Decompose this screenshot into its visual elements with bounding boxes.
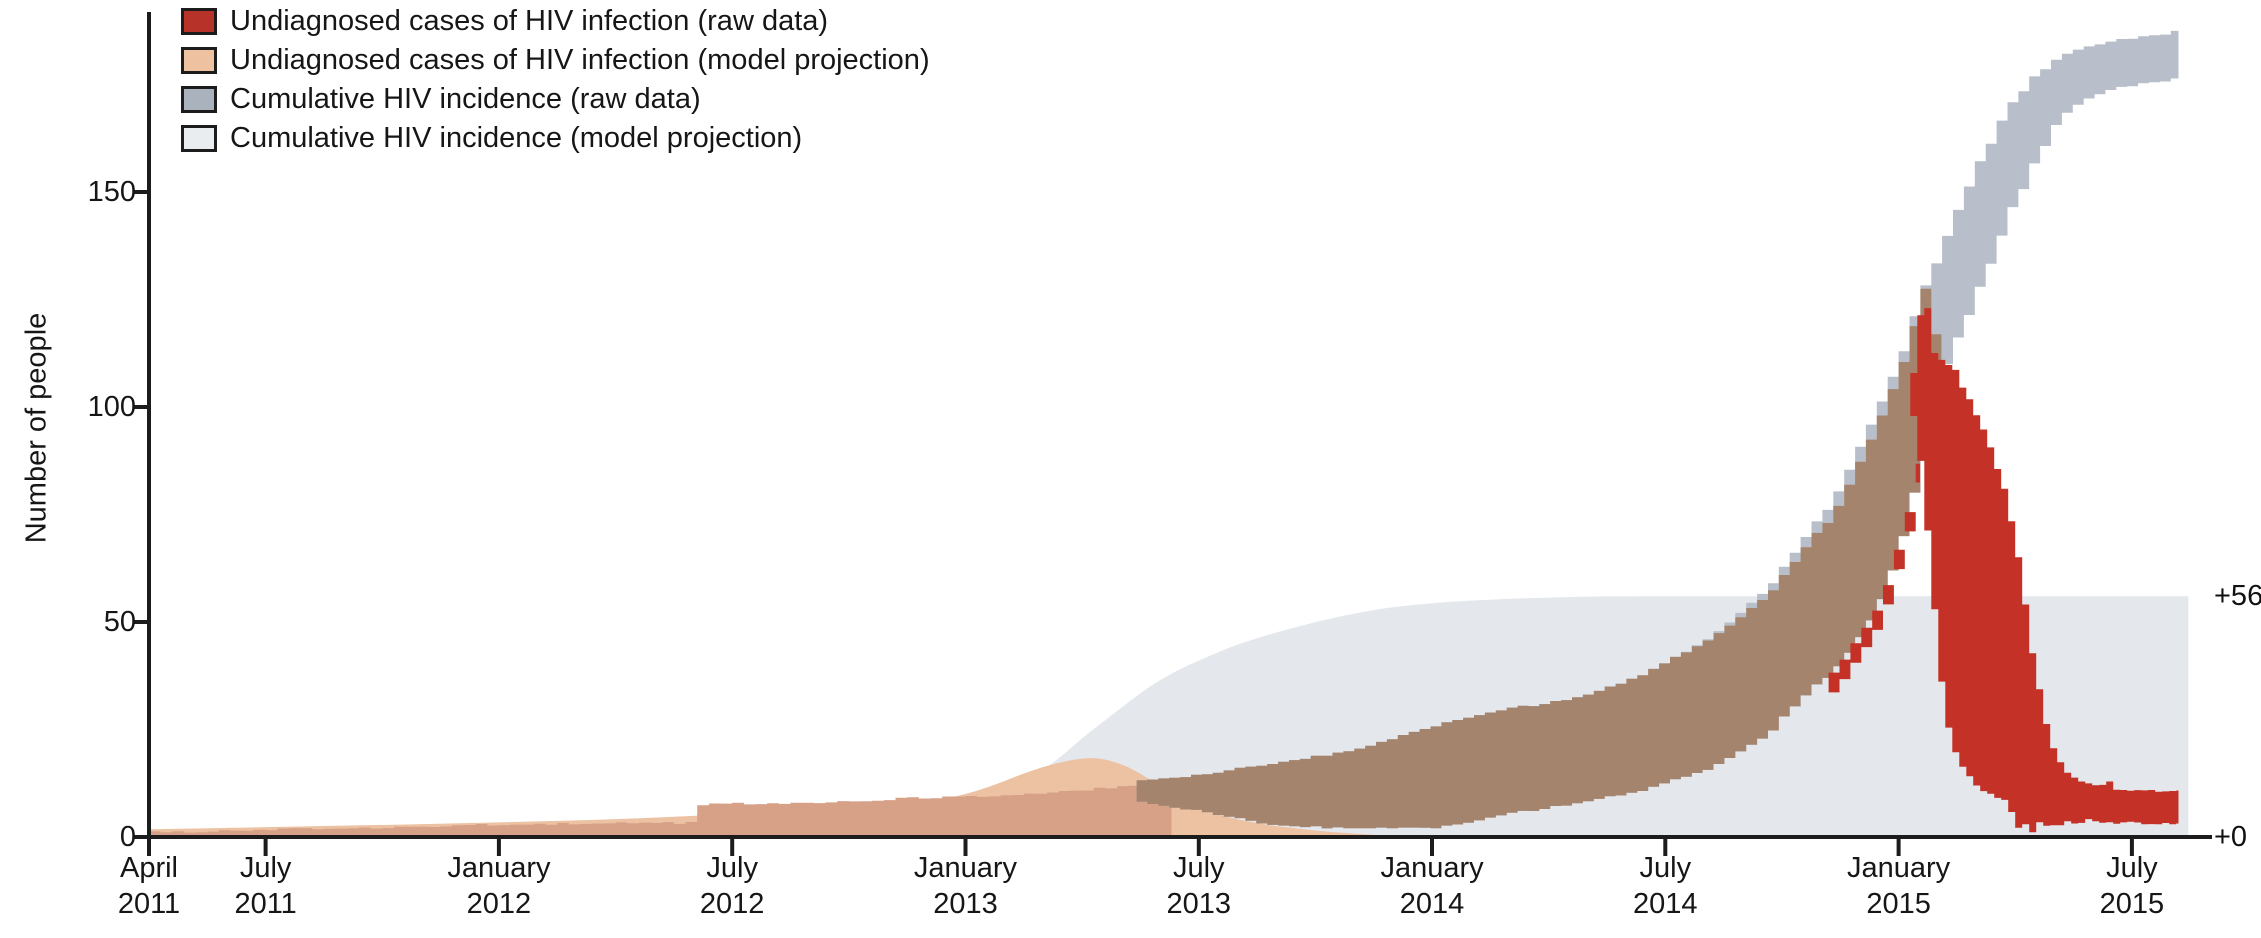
- y-axis-line: [147, 12, 151, 839]
- y-axis-title: Number of people: [20, 312, 53, 544]
- y-tick: [134, 190, 151, 194]
- x-axis-line: [147, 835, 2212, 839]
- legend-item-cumulative-raw: Cumulative HIV incidence (raw data): [181, 83, 930, 115]
- x-tick: [147, 839, 151, 856]
- x-tick: [2129, 839, 2134, 856]
- series-undiagnosed_raw_sliver: [1828, 441, 1920, 693]
- x-tick: [496, 839, 501, 856]
- x-tick: [1663, 839, 1668, 856]
- x-tick: [1896, 839, 1901, 856]
- legend-label: Undiagnosed cases of HIV infection (mode…: [230, 44, 930, 76]
- y-tick: [134, 405, 151, 409]
- legend-item-cumulative-model: Cumulative HIV incidence (model projecti…: [181, 122, 930, 154]
- x-tick: [263, 839, 268, 856]
- legend-swatch-undiagnosed-model-icon: [181, 46, 217, 74]
- x-tick: [1430, 839, 1434, 856]
- legend-item-undiagnosed-raw: Undiagnosed cases of HIV infection (raw …: [181, 5, 930, 37]
- legend: Undiagnosed cases of HIV infection (raw …: [181, 5, 930, 165]
- legend-swatch-undiagnosed-raw-icon: [181, 7, 217, 35]
- legend-item-undiagnosed-model: Undiagnosed cases of HIV infection (mode…: [181, 44, 930, 76]
- legend-label: Cumulative HIV incidence (raw data): [230, 83, 701, 115]
- legend-label: Cumulative HIV incidence (model projecti…: [230, 122, 803, 154]
- legend-swatch-cumulative-raw-icon: [181, 85, 217, 113]
- y-tick: [134, 835, 151, 839]
- legend-swatch-cumulative-model-icon: [181, 124, 217, 152]
- series-undiagnosed_raw_late: [1910, 308, 2179, 833]
- x-tick: [1196, 839, 1201, 856]
- series-overlap_raw_bands: [1136, 288, 1942, 829]
- legend-label: Undiagnosed cases of HIV infection (raw …: [230, 5, 829, 37]
- x-tick: [963, 839, 968, 856]
- x-tick: [730, 839, 735, 856]
- y-tick: [134, 620, 151, 624]
- series-undiagnosed_raw_early: [149, 781, 1172, 836]
